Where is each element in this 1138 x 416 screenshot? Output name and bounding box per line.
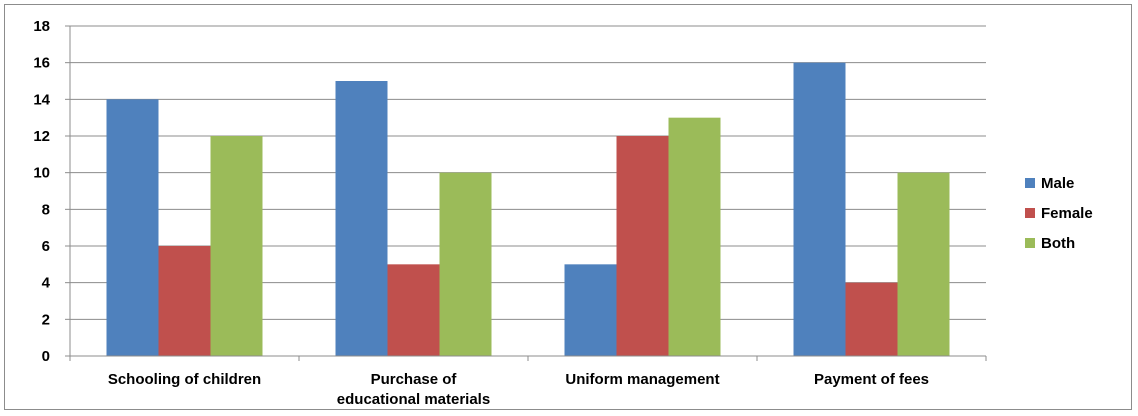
legend-label-female: Female bbox=[1041, 205, 1093, 222]
y-tick-label: 14 bbox=[33, 91, 50, 108]
legend-swatch-male bbox=[1025, 178, 1035, 188]
y-tick-label: 12 bbox=[33, 128, 50, 145]
axes: 0 2 4 6 8 10 12 14 16 18 Schooling of children Purc… bbox=[33, 18, 987, 408]
legend: Male Female Both bbox=[1025, 175, 1093, 252]
bar-female bbox=[845, 282, 898, 356]
legend-swatch-both bbox=[1025, 238, 1035, 248]
legend-label-male: Male bbox=[1041, 175, 1074, 192]
legend-swatch-female bbox=[1025, 208, 1035, 218]
y-tick-label: 4 bbox=[42, 275, 51, 292]
y-tick-label: 2 bbox=[42, 311, 50, 328]
bar-female bbox=[387, 264, 440, 356]
bar-both bbox=[897, 172, 950, 356]
x-category-label: Schooling of children bbox=[108, 371, 261, 388]
y-tick-label: 16 bbox=[33, 55, 50, 72]
bar-male bbox=[564, 264, 617, 356]
bar-both bbox=[210, 136, 263, 356]
bars bbox=[106, 62, 950, 357]
bar-male bbox=[106, 99, 159, 356]
bar-male bbox=[335, 81, 388, 356]
bar-both bbox=[439, 172, 492, 356]
legend-label-both: Both bbox=[1041, 235, 1075, 252]
y-tick-label: 10 bbox=[33, 165, 50, 182]
bar-male bbox=[793, 62, 846, 357]
y-tick-label: 8 bbox=[42, 201, 50, 218]
x-category-label: Purchase of bbox=[371, 371, 458, 388]
y-tick-label: 18 bbox=[33, 18, 50, 35]
y-tick-label: 0 bbox=[42, 348, 50, 365]
bar-female bbox=[616, 136, 669, 356]
x-category-label: Payment of fees bbox=[814, 371, 929, 388]
bar-both bbox=[668, 117, 721, 357]
x-category-label: educational materials bbox=[337, 391, 490, 408]
x-category-label: Uniform management bbox=[565, 371, 719, 388]
bar-female bbox=[158, 246, 211, 356]
y-tick-label: 6 bbox=[42, 238, 50, 255]
